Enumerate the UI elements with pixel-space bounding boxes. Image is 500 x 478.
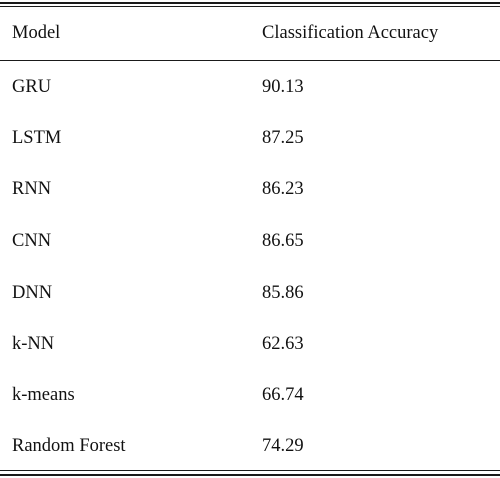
row-model-name: k-NN	[12, 334, 55, 354]
header-rule	[0, 60, 500, 61]
row-accuracy-value: 86.23	[262, 179, 304, 199]
row-model-name: Random Forest	[12, 436, 126, 456]
header-classification-accuracy: Classification Accuracy	[262, 23, 439, 43]
bottom-rule-thin	[0, 470, 500, 471]
row-accuracy-value: 90.13	[262, 77, 304, 97]
row-model-name: RNN	[12, 179, 52, 199]
row-model-name: DNN	[12, 283, 53, 303]
row-model-name: CNN	[12, 231, 52, 251]
row-model-name: GRU	[12, 77, 52, 97]
header-model: Model	[12, 23, 61, 43]
row-model-name: LSTM	[12, 128, 62, 148]
row-accuracy-value: 87.25	[262, 128, 304, 148]
row-accuracy-value: 86.65	[262, 231, 304, 251]
row-accuracy-value: 74.29	[262, 436, 304, 456]
row-accuracy-value: 66.74	[262, 385, 304, 405]
bottom-rule-thick	[0, 474, 500, 476]
row-model-name: k-means	[12, 385, 75, 405]
top-rule-thick	[0, 2, 500, 4]
top-rule-thin	[0, 6, 500, 7]
row-accuracy-value: 62.63	[262, 334, 304, 354]
row-accuracy-value: 85.86	[262, 283, 304, 303]
